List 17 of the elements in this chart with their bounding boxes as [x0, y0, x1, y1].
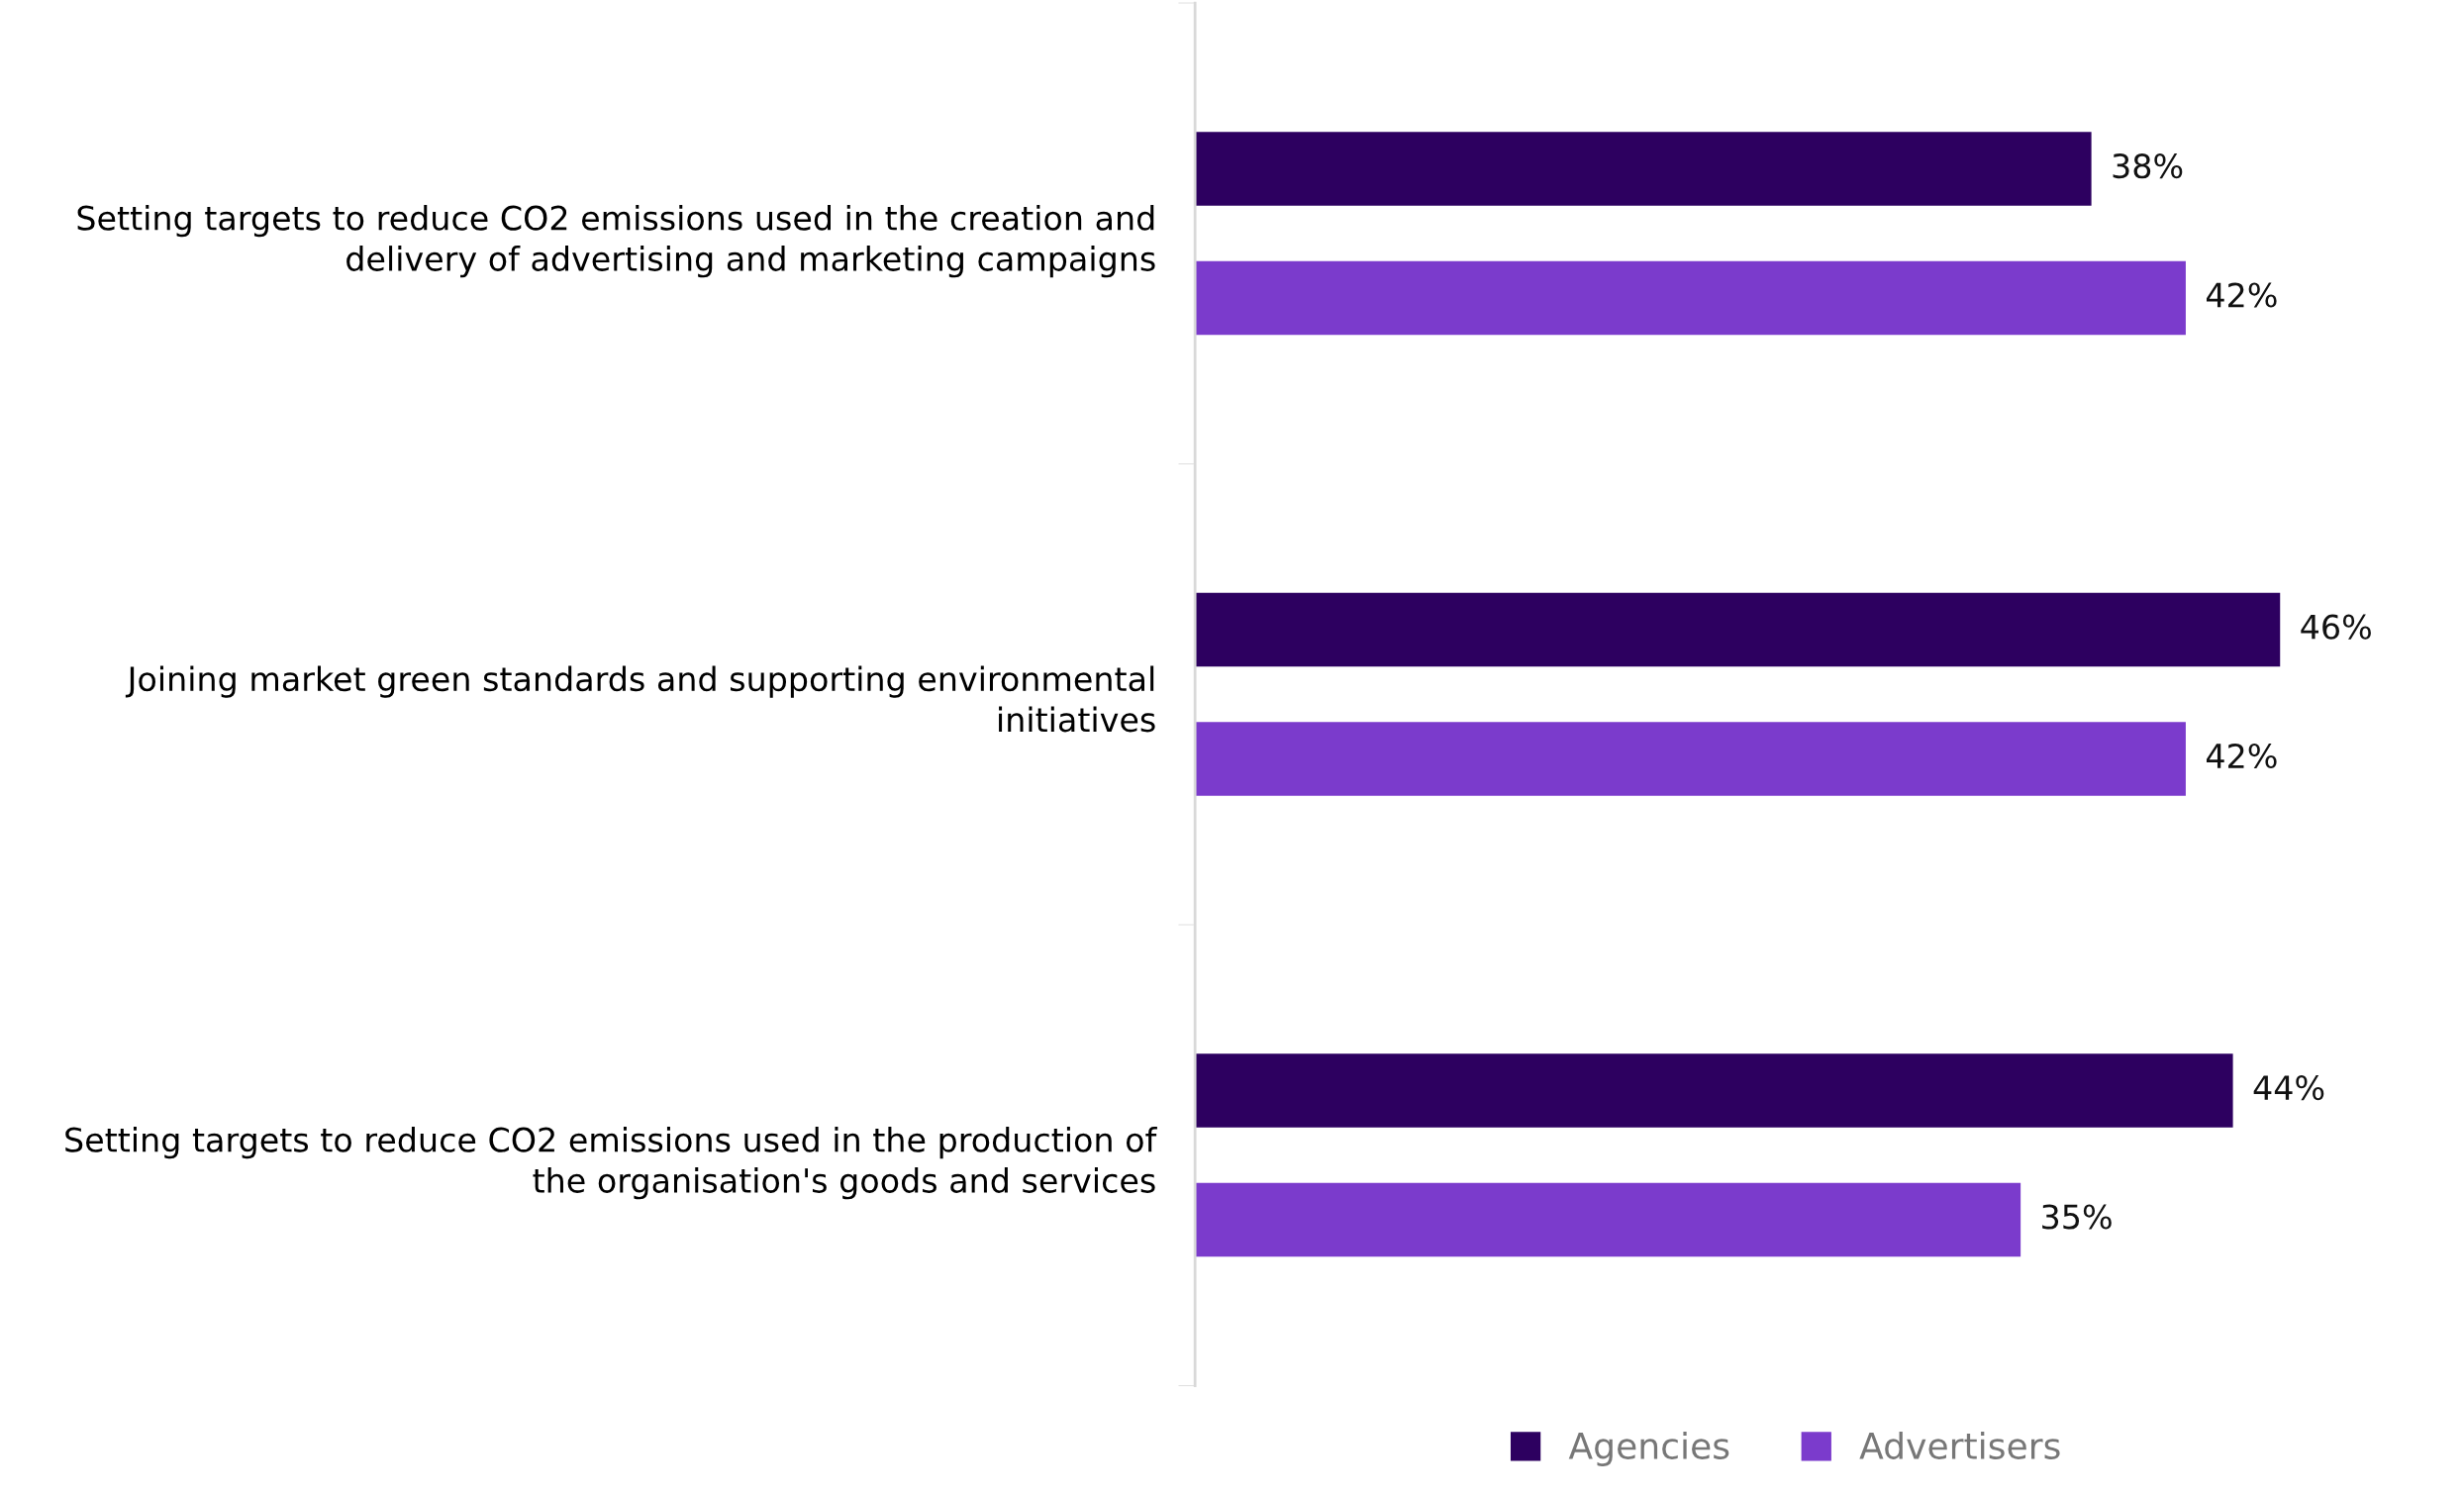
bar: [1195, 1182, 2021, 1257]
bar: [1195, 592, 2281, 667]
legend-label: Advertisers: [1859, 1431, 2060, 1459]
y-tick-label: Joining market green standards and supporting environmental initiatives: [125, 665, 1155, 733]
data-label: 46%: [2301, 614, 2371, 640]
legend-label: Agencies: [1568, 1431, 1729, 1466]
data-label: 42%: [2207, 282, 2277, 308]
y-tick-label: Setting targets to reduce CO2 emissions used in the production of the organisation's goods and services: [65, 1126, 1157, 1200]
data-label: 35%: [2042, 1204, 2112, 1230]
bar: [1195, 132, 2092, 206]
data-label: 44%: [2253, 1075, 2324, 1101]
data-label: 38%: [2113, 153, 2183, 179]
y-tick-label: Setting targets to reduce CO2 emissions used in the creation and delivery of advertising and marketing campaigns: [77, 204, 1155, 278]
bar: [1195, 722, 2186, 796]
bar: [1195, 1053, 2233, 1128]
bar: [1195, 260, 2186, 336]
data-label: 42%: [2207, 743, 2277, 769]
